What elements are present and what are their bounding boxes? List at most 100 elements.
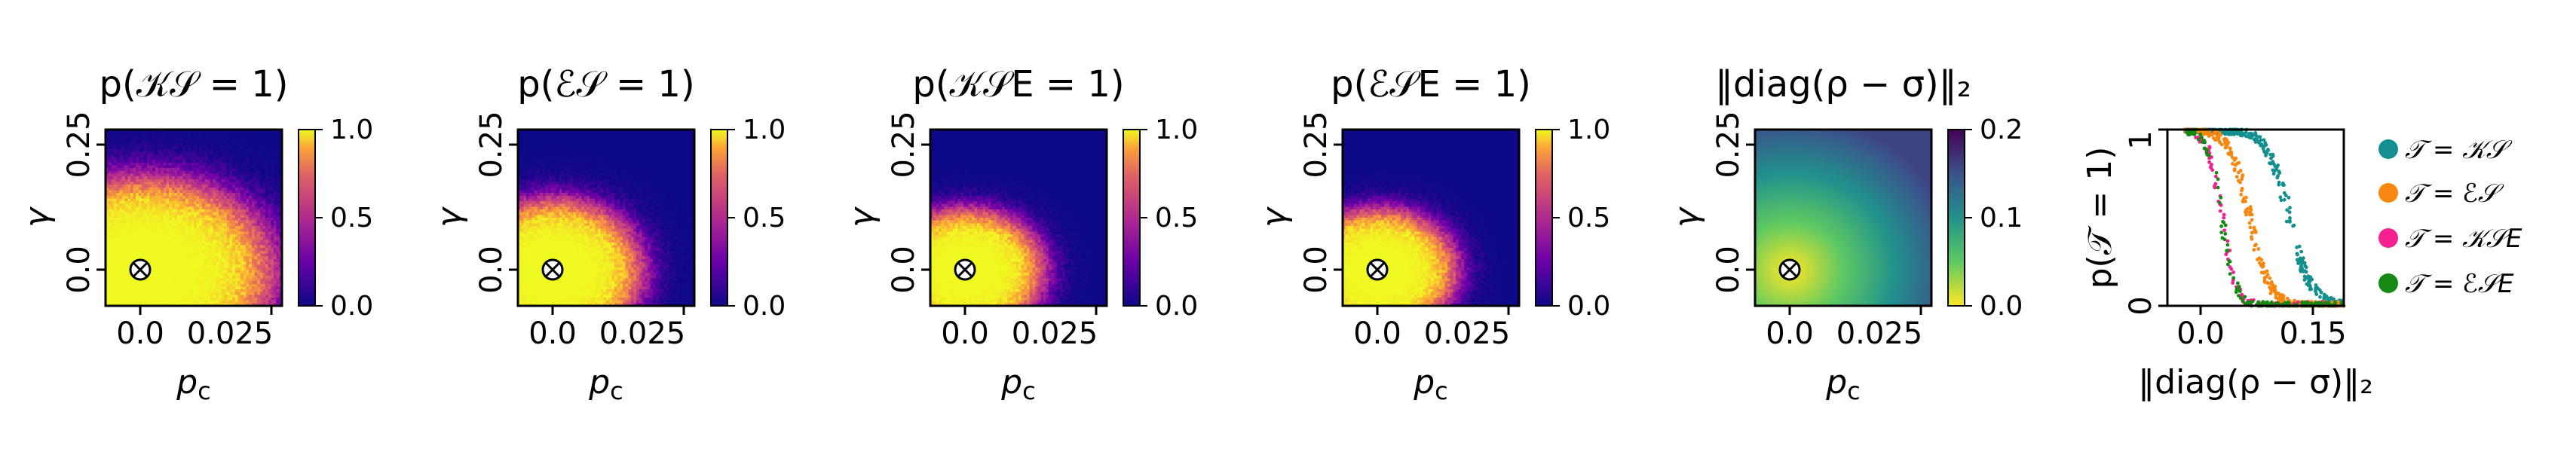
- panel-5-ytick-1: 0.25: [1711, 111, 1746, 178]
- scatter-point-series-0: [2262, 138, 2266, 142]
- panel-2-marker: [541, 258, 564, 281]
- scatter-point-series-2: [2213, 182, 2218, 186]
- scatter-point-series-1: [2266, 281, 2270, 285]
- scatter-point-series-1: [2233, 163, 2238, 167]
- scatter-point-series-1: [2232, 158, 2237, 162]
- scatter-point-series-3: [2225, 262, 2230, 267]
- scatter-point-series-1: [2214, 138, 2219, 142]
- scatter-point-series-2: [2222, 212, 2226, 217]
- scatter-point-series-1: [2216, 134, 2220, 139]
- scatter-point-series-0: [2292, 223, 2296, 227]
- scatter-point-series-1: [2207, 134, 2211, 139]
- scatter-point-series-0: [2250, 133, 2255, 138]
- scatter-point-series-1: [2262, 261, 2265, 266]
- scatter-point-series-0: [2314, 283, 2318, 287]
- panel-2-cbar-tick-2: 1.0: [743, 114, 786, 145]
- panel-2-ylabel: γ: [430, 206, 469, 227]
- scatter-point-series-1: [2232, 168, 2237, 173]
- scatter-point-series-3: [2221, 219, 2225, 224]
- panel-1-xlabel: pc: [176, 363, 211, 405]
- panel-5-ylabel: γ: [1668, 206, 1706, 227]
- scatter-point-series-1: [2259, 270, 2264, 275]
- scatter-point-series-1: [2268, 292, 2273, 295]
- scatter-point-series-0: [2285, 208, 2290, 212]
- scatter-point-series-0: [2235, 130, 2240, 135]
- scatter-point-series-3: [2216, 177, 2220, 182]
- panel-1-ytick-1: 0.25: [62, 111, 96, 178]
- scatter-point-series-0: [2257, 141, 2261, 145]
- panel-5-xtick-1: 0.025: [1836, 316, 1923, 351]
- panel-1-cbar-tick-2: 1.0: [330, 114, 373, 145]
- scatter-point-series-3: [2300, 301, 2305, 304]
- panel-2-xtick-0: 0.0: [528, 316, 577, 351]
- legend-label-kse: 𝒯 = 𝒦𝒮E: [2405, 224, 2522, 254]
- scatter-point-series-0: [2322, 292, 2326, 297]
- panel-1-cbar-tick-1: 0.5: [330, 203, 373, 234]
- panel-5: ‖diag(ρ − σ)‖₂ 0.0 0.025 0.0 0.25 pc γ 0…: [1668, 63, 2023, 405]
- panel-6-xlabel: ‖diag(ρ − σ)‖₂: [2138, 363, 2373, 402]
- scatter-point-series-1: [2201, 130, 2205, 135]
- scatter-point-series-1: [2265, 269, 2269, 273]
- scatter-point-series-1: [2257, 256, 2262, 261]
- scatter-point-series-0: [2297, 244, 2302, 249]
- scatter-point-series-0: [2284, 219, 2289, 224]
- scatter-point-series-3: [2196, 137, 2201, 142]
- scatter-point-series-0: [2329, 295, 2333, 300]
- panel-5-cbar-tick-1: 0.1: [1980, 203, 2023, 234]
- scatter-point-series-3: [2203, 140, 2207, 145]
- panel-1-cbar-tick-0: 0.0: [330, 291, 373, 322]
- scatter-point-series-0: [2226, 132, 2231, 136]
- scatter-point-series-3: [2262, 301, 2266, 305]
- scatter-point-series-3: [2219, 224, 2224, 228]
- panel-3-ytick-0: 0.0: [887, 246, 921, 294]
- panel-3-heatmap: [930, 130, 1107, 306]
- panel-3: p(𝒦𝒮E = 1) 0.0 0.025 0.0 0.25 pc γ 0.0 0…: [843, 63, 1198, 405]
- scatter-point-series-0: [2277, 180, 2281, 185]
- scatter-point-series-1: [2222, 137, 2226, 142]
- scatter-point-series-0: [2264, 143, 2268, 147]
- scatter-point-series-0: [2261, 146, 2265, 151]
- scatter-point-series-3: [2222, 237, 2227, 242]
- panel-2-ytick-0: 0.0: [474, 246, 509, 294]
- scatter-point-series-1: [2268, 276, 2272, 280]
- scatter-point-series-1: [2261, 264, 2265, 268]
- scatter-point-series-0: [2247, 132, 2251, 136]
- scatter-point-series-1: [2248, 212, 2252, 217]
- scatter-point-series-0: [2304, 270, 2308, 274]
- scatter-point-series-0: [2288, 206, 2292, 210]
- panel-4-colorbar: [1535, 129, 1553, 307]
- panel-6-xtick-0: 0.0: [2176, 316, 2225, 351]
- panel-2: p(ℰ𝒮 = 1) 0.0 0.025 0.0 0.25 pc γ 0.0 0.…: [430, 63, 786, 405]
- panel-1: p(𝒦𝒮 = 1) 0.0 0.025 0.0 0.25 pc γ 0.0 0.…: [18, 63, 373, 405]
- panel-3-xlabel: pc: [1000, 363, 1036, 405]
- scatter-point-series-1: [2204, 130, 2209, 134]
- legend-swatch-es: [2378, 183, 2398, 203]
- panel-5-colorbar: [1947, 129, 1965, 307]
- scatter-point-series-2: [2213, 174, 2218, 179]
- scatter-point-series-1: [2269, 280, 2274, 284]
- legend-label-ese: 𝒯 = ℰ𝒮E: [2405, 269, 2514, 299]
- scatter-point-series-3: [2225, 249, 2229, 253]
- scatter-point-series-1: [2237, 160, 2241, 165]
- scatter-point-series-2: [2224, 252, 2228, 257]
- scatter-point-series-3: [2219, 231, 2224, 234]
- scatter-point-series-3: [2216, 185, 2220, 190]
- panel-4-heatmap: [1343, 130, 1519, 306]
- scatter-point-series-1: [2217, 139, 2222, 144]
- scatter-point-series-1: [2234, 175, 2239, 179]
- scatter-point-series-3: [2238, 289, 2242, 294]
- panel-2-ytick-1: 0.25: [474, 111, 509, 178]
- panel-3-title: p(𝒦𝒮E = 1): [912, 63, 1124, 105]
- scatter-point-series-3: [2219, 195, 2223, 200]
- scatter-point-series-2: [2222, 228, 2227, 233]
- panel-6-axes-frame: [2166, 128, 2345, 307]
- scatter-point-series-3: [2223, 232, 2228, 236]
- scatter-point-series-3: [2186, 133, 2190, 137]
- scatter-point-series-0: [2314, 292, 2319, 297]
- panel-1-axes-frame: [104, 128, 283, 307]
- scatter-point-series-1: [2241, 173, 2245, 177]
- panel-2-title: p(ℰ𝒮 = 1): [517, 63, 694, 105]
- panel-1-xtick-1: 0.025: [187, 316, 274, 351]
- scatter-point-series-1: [2250, 231, 2254, 235]
